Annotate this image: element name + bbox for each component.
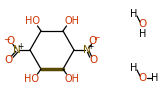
Text: O: O: [7, 36, 15, 46]
Text: N: N: [83, 45, 91, 55]
Text: O: O: [90, 55, 98, 65]
Text: •: •: [95, 36, 98, 42]
Text: H: H: [130, 9, 138, 19]
Text: N: N: [13, 45, 21, 55]
Text: HO: HO: [24, 74, 39, 84]
Text: +: +: [17, 42, 23, 51]
Text: H: H: [130, 63, 138, 73]
Text: +: +: [87, 42, 93, 51]
Text: O: O: [89, 36, 97, 46]
Text: HO: HO: [24, 16, 39, 26]
Text: H: H: [151, 73, 159, 83]
Text: H: H: [139, 29, 147, 39]
Text: O: O: [5, 55, 13, 65]
Text: OH: OH: [65, 74, 80, 84]
Text: OH: OH: [65, 16, 80, 26]
Text: −: −: [93, 34, 99, 42]
Text: O: O: [139, 19, 147, 29]
Text: O: O: [139, 73, 147, 83]
Text: −: −: [3, 36, 10, 44]
